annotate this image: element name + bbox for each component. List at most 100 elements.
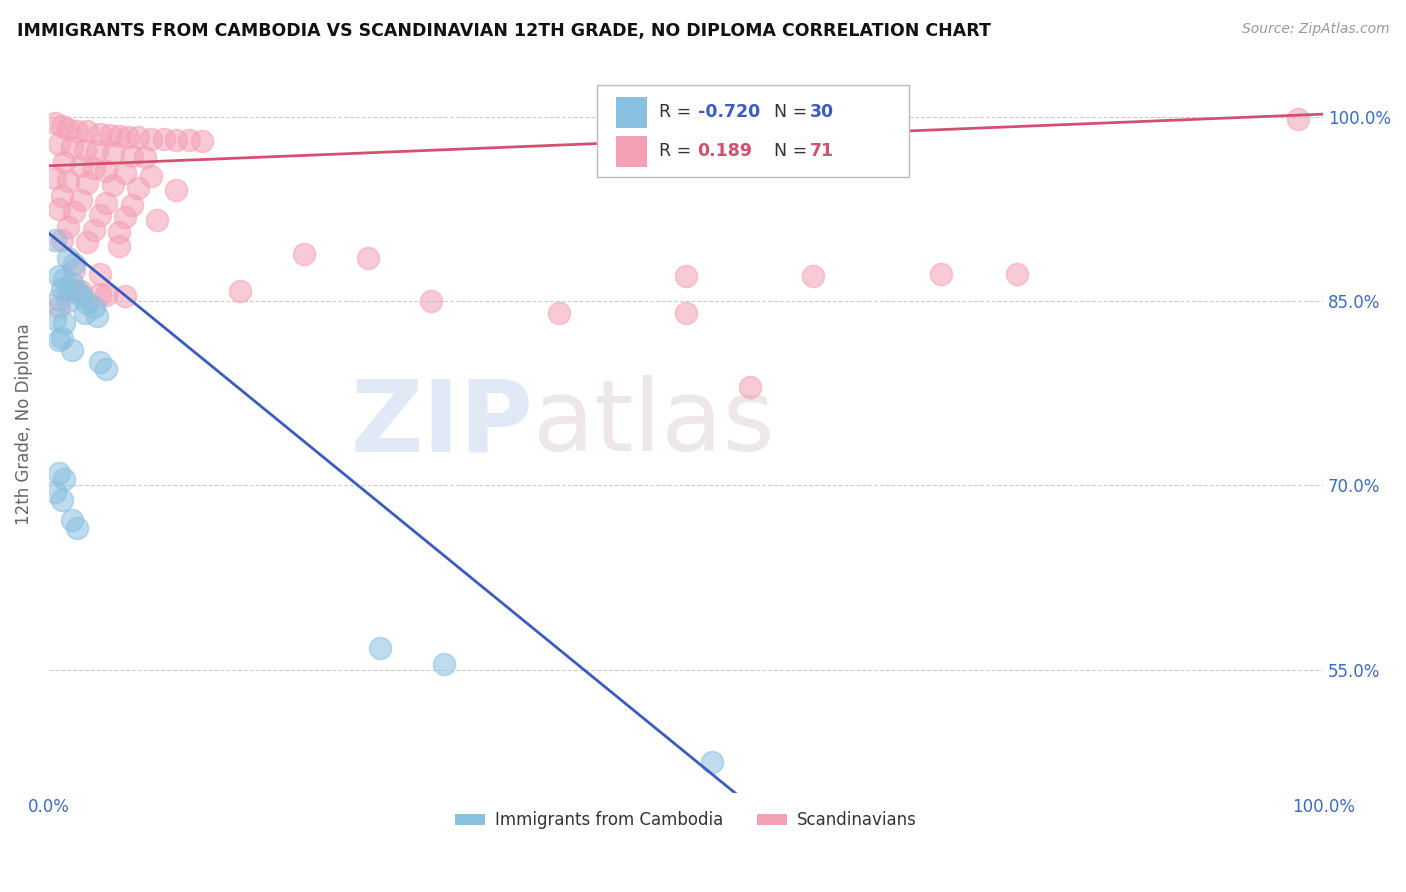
Point [98, 128, 121, 142]
Point [48, 300, 70, 314]
Text: N =: N = [773, 103, 813, 121]
Point [700, 755, 723, 769]
Point [179, 133, 201, 147]
Text: R =: R = [659, 142, 703, 160]
Point [165, 133, 187, 147]
Point [48, 292, 70, 306]
Point [48, 334, 70, 348]
Point [56, 293, 79, 308]
Point [117, 130, 139, 145]
Point [547, 306, 569, 320]
Point [368, 640, 391, 655]
Point [96, 361, 118, 376]
Point [48, 269, 70, 284]
Point [114, 289, 136, 303]
Text: 30: 30 [810, 103, 834, 121]
Point [83, 161, 105, 176]
Point [433, 657, 456, 671]
Point [139, 132, 162, 146]
Text: IMMIGRANTS FROM CAMBODIA VS SCANDINAVIAN 12TH GRADE, NO DIPLOMA CORRELATION CHAR: IMMIGRANTS FROM CAMBODIA VS SCANDINAVIAN… [17, 22, 991, 40]
Point [51, 233, 73, 247]
Point [134, 150, 156, 164]
Point [139, 169, 162, 183]
Point [60, 276, 83, 290]
Point [56, 220, 79, 235]
Point [44, 484, 66, 499]
Point [96, 163, 118, 178]
Point [89, 267, 111, 281]
Point [73, 143, 96, 157]
Point [1007, 267, 1029, 281]
FancyBboxPatch shape [616, 136, 647, 167]
Point [44, 233, 66, 247]
Point [114, 211, 136, 225]
Point [73, 306, 96, 320]
Point [96, 288, 118, 302]
Point [191, 134, 214, 148]
Point [127, 181, 149, 195]
Point [44, 312, 66, 326]
Point [56, 251, 79, 265]
Point [101, 146, 124, 161]
Point [48, 136, 70, 151]
Point [229, 284, 252, 298]
Point [53, 472, 76, 486]
Point [675, 306, 697, 320]
Point [69, 193, 91, 207]
Point [56, 121, 79, 136]
Point [356, 251, 378, 265]
Point [66, 521, 89, 535]
Point [108, 129, 131, 144]
Text: R =: R = [659, 103, 697, 121]
Point [69, 159, 91, 173]
Point [108, 225, 131, 239]
Point [53, 272, 76, 286]
Point [56, 173, 79, 187]
Point [56, 282, 79, 296]
Point [44, 171, 66, 186]
Text: 0.189: 0.189 [697, 142, 752, 160]
Point [51, 120, 73, 134]
Point [89, 286, 111, 301]
Point [127, 130, 149, 145]
Text: ZIP: ZIP [350, 376, 533, 473]
FancyBboxPatch shape [598, 85, 910, 177]
FancyBboxPatch shape [616, 96, 647, 128]
Point [803, 269, 825, 284]
Point [738, 380, 761, 394]
Point [51, 493, 73, 508]
Point [146, 212, 169, 227]
Point [66, 284, 89, 298]
Point [60, 513, 83, 527]
Point [63, 205, 86, 219]
Point [89, 127, 111, 141]
Point [63, 284, 86, 298]
Text: -0.720: -0.720 [697, 103, 759, 121]
Point [420, 293, 443, 308]
Point [83, 300, 105, 314]
Point [165, 183, 187, 197]
Point [76, 235, 98, 249]
Point [89, 355, 111, 369]
Text: Source: ZipAtlas.com: Source: ZipAtlas.com [1241, 22, 1389, 37]
Point [108, 238, 131, 252]
Text: 71: 71 [810, 142, 834, 160]
Point [63, 257, 86, 271]
Point [96, 195, 118, 210]
Point [53, 316, 76, 330]
Text: N =: N = [773, 142, 813, 160]
Point [121, 198, 143, 212]
Legend: Immigrants from Cambodia, Scandinavians: Immigrants from Cambodia, Scandinavians [449, 805, 924, 836]
Point [69, 288, 91, 302]
Point [121, 149, 143, 163]
Y-axis label: 12th Grade, No Diploma: 12th Grade, No Diploma [15, 323, 32, 524]
Point [929, 267, 952, 281]
Point [48, 202, 70, 216]
Point [51, 331, 73, 345]
Point [76, 124, 98, 138]
Point [76, 176, 98, 190]
Point [86, 309, 108, 323]
Point [44, 116, 66, 130]
Point [86, 144, 108, 158]
Point [83, 222, 105, 236]
